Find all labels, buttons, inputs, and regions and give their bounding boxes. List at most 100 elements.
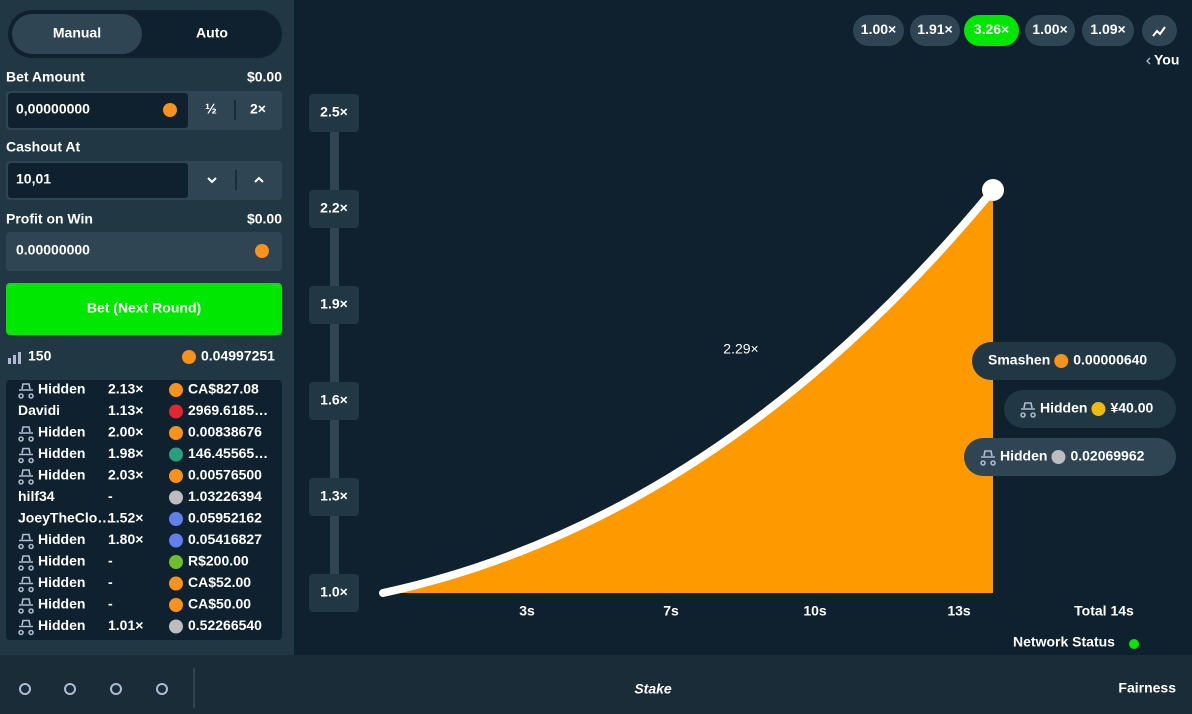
history-pill[interactable] bbox=[964, 15, 1019, 46]
player-amount: 2969.6185… bbox=[188, 402, 268, 418]
field-usd: $0.00 bbox=[247, 211, 282, 227]
curve-head bbox=[982, 179, 1004, 201]
down-arrow[interactable] bbox=[207, 177, 217, 184]
history-pill[interactable] bbox=[910, 15, 960, 46]
favourite-icon[interactable] bbox=[156, 683, 168, 695]
bet-input[interactable] bbox=[8, 93, 188, 128]
y-tick-label: 1.6× bbox=[320, 392, 348, 408]
history-value: 1.09× bbox=[1090, 21, 1125, 37]
player-multiplier: 1.52× bbox=[108, 510, 143, 526]
player-amount: 0.05952162 bbox=[188, 510, 262, 526]
incognito-icon bbox=[18, 469, 34, 485]
incognito-icon bbox=[18, 447, 34, 464]
player-multiplier: 2.03× bbox=[108, 467, 143, 483]
y-tick-box bbox=[309, 574, 359, 612]
player-name: Davidi bbox=[18, 402, 60, 418]
history-value: 3.26× bbox=[974, 21, 1009, 37]
history-value: 1.00× bbox=[1032, 21, 1067, 37]
bet-button-label: Bet (Next Round) bbox=[87, 300, 201, 316]
input-value: 0.00000000 bbox=[16, 242, 90, 258]
you-label: You bbox=[1154, 52, 1179, 68]
players-icon bbox=[8, 352, 21, 364]
player-multiplier: - bbox=[108, 553, 113, 569]
coin-icon bbox=[169, 512, 183, 526]
player-amount: 0.00838676 bbox=[188, 424, 262, 440]
history-pill[interactable] bbox=[853, 15, 904, 46]
incognito-icon bbox=[18, 619, 34, 636]
history-value: 1.00× bbox=[861, 21, 896, 37]
y-tick-box bbox=[309, 286, 359, 324]
player-name: Hidden bbox=[38, 531, 85, 547]
up-arrow[interactable] bbox=[254, 176, 264, 183]
coin-icon bbox=[169, 619, 183, 634]
coin-icon bbox=[169, 598, 183, 612]
y-axis-bar bbox=[330, 100, 339, 600]
theatre-icon[interactable] bbox=[64, 683, 76, 695]
stats-icon[interactable] bbox=[110, 683, 122, 695]
player-name: hilf34 bbox=[18, 488, 55, 504]
x-tick-label: 3s bbox=[519, 603, 535, 619]
cashout-input[interactable] bbox=[8, 163, 188, 198]
player-list bbox=[6, 380, 282, 640]
coin-icon bbox=[163, 103, 177, 117]
player-multiplier: 1.13× bbox=[108, 402, 143, 418]
network-status: Network Status bbox=[1013, 634, 1115, 650]
input-value: 10,01 bbox=[16, 171, 51, 187]
player-multiplier: 2.00× bbox=[108, 424, 143, 440]
player-name: Hidden bbox=[38, 445, 85, 461]
coin-icon bbox=[169, 469, 183, 483]
x-tick-label: 13s bbox=[947, 603, 971, 619]
profit-field bbox=[6, 232, 282, 271]
tab-manual[interactable] bbox=[12, 14, 142, 54]
history-pill[interactable] bbox=[1025, 15, 1075, 46]
player-name: Hidden bbox=[38, 553, 85, 569]
coin-icon bbox=[255, 244, 269, 258]
cashout-pill bbox=[964, 438, 1176, 476]
field-usd: $0.00 bbox=[247, 69, 282, 85]
coin-icon bbox=[169, 404, 183, 419]
cashout-pill bbox=[1004, 390, 1176, 428]
fairness-link: Fairness bbox=[1118, 680, 1176, 696]
double-button: 2× bbox=[250, 101, 266, 117]
y-tick-box bbox=[309, 94, 359, 132]
player-amount: 0.05416827 bbox=[188, 531, 262, 547]
field-label: Profit on Win bbox=[6, 211, 93, 227]
coin-icon bbox=[169, 447, 183, 462]
player-amount: CA$50.00 bbox=[188, 596, 251, 612]
history-pill[interactable] bbox=[1082, 15, 1134, 46]
curve-area bbox=[383, 190, 993, 593]
field-label: Bet Amount bbox=[6, 69, 85, 85]
incognito-icon bbox=[1020, 402, 1036, 418]
cashout-name: Hidden bbox=[1040, 400, 1087, 416]
player-name: Hidden bbox=[38, 467, 85, 483]
cashout-amount: 0.02069962 bbox=[1070, 448, 1144, 464]
coin-icon bbox=[1091, 402, 1106, 416]
x-tick-label: 10s bbox=[803, 603, 827, 619]
network-dot bbox=[1129, 639, 1139, 649]
settings-icon[interactable] bbox=[19, 683, 31, 695]
player-amount: R$200.00 bbox=[188, 553, 249, 569]
player-multiplier: - bbox=[108, 574, 113, 590]
coin-icon bbox=[169, 555, 183, 569]
stats-button[interactable] bbox=[1142, 15, 1177, 46]
y-tick-label: 2.2× bbox=[320, 200, 348, 216]
cashout-name: Hidden bbox=[1000, 448, 1047, 464]
cashout-amount: ¥40.00 bbox=[1110, 400, 1153, 416]
player-name: Hidden bbox=[38, 617, 85, 633]
player-name: Hidden bbox=[38, 381, 85, 397]
incognito-icon bbox=[18, 598, 34, 614]
total-bet: 0.04997251 bbox=[201, 348, 275, 364]
tab-label: Auto bbox=[196, 25, 228, 41]
tab-label: Manual bbox=[53, 25, 101, 41]
y-tick-label: 1.3× bbox=[320, 488, 348, 504]
player-amount: CA$52.00 bbox=[188, 574, 251, 590]
bet-button[interactable] bbox=[6, 283, 282, 335]
content: Manual Auto Bet Amount $0.00 0,00000000 ½ 2× Ca… bbox=[6, 10, 1179, 697]
coin-icon bbox=[169, 576, 183, 591]
player-name: JoeyTheClo… bbox=[18, 510, 111, 526]
player-multiplier: 1.01× bbox=[108, 617, 143, 633]
stake-logo: Stake bbox=[634, 681, 672, 697]
input-value: 0,00000000 bbox=[16, 101, 90, 117]
footer-bar bbox=[0, 655, 1192, 714]
you-chevron bbox=[1146, 57, 1151, 65]
